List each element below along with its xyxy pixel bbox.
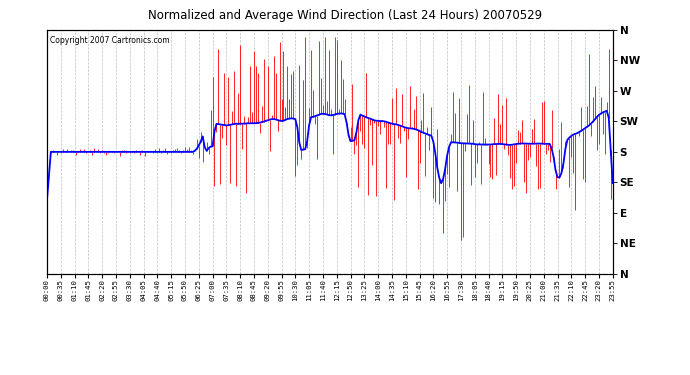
- Text: Normalized and Average Wind Direction (Last 24 Hours) 20070529: Normalized and Average Wind Direction (L…: [148, 9, 542, 22]
- Text: Copyright 2007 Cartronics.com: Copyright 2007 Cartronics.com: [50, 36, 169, 45]
